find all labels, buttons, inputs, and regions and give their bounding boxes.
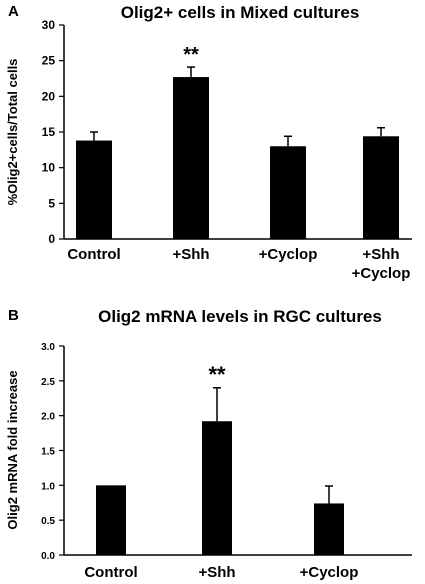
chart-a-category-labels: Control +Shh +Cyclop +Shh +Cyclop (67, 246, 410, 282)
bar (363, 136, 399, 239)
y-tick-label: 20 (42, 89, 56, 103)
y-tick-label: 2.0 (41, 412, 55, 423)
y-tick-label: 25 (42, 54, 56, 68)
y-tick-label: 15 (42, 125, 56, 139)
category-label: +Cyclop (300, 564, 359, 581)
y-tick-label: 0.5 (41, 516, 55, 527)
y-tick-label: 0 (48, 232, 55, 246)
chart-a-y-ticks: 0 5 10 15 20 25 30 (42, 18, 64, 246)
y-tick-label: 1.0 (41, 481, 55, 492)
significance-annotation: ** (183, 44, 199, 66)
chart-a-title: Olig2+ cells in Mixed cultures (121, 3, 360, 22)
y-tick-label: 2.5 (41, 377, 55, 388)
chart-b-bars (96, 421, 344, 555)
category-label: +Shh (198, 564, 235, 581)
chart-a-error-bars (90, 66, 385, 147)
y-tick-label: 10 (42, 161, 56, 175)
chart-b-title: Olig2 mRNA levels in RGC cultures (98, 307, 382, 326)
chart-a-bars (76, 77, 399, 239)
category-label: +Shh (172, 246, 209, 263)
bar (76, 140, 112, 239)
panel-label-b: B (8, 307, 19, 324)
chart-b-category-labels: Control +Shh +Cyclop (84, 564, 358, 581)
chart-a-annotations: ** (183, 44, 199, 66)
significance-annotation: ** (208, 362, 226, 387)
chart-a: A Olig2+ cells in Mixed cultures %Olig2+… (5, 3, 412, 282)
y-tick-label: 30 (42, 18, 56, 32)
panel-label-a: A (8, 3, 19, 20)
bar (202, 421, 232, 555)
category-label: +Cyclop (352, 265, 411, 282)
chart-b-y-ticks: 0.0 0.5 1.0 1.5 2.0 2.5 3.0 (41, 342, 64, 562)
chart-a-y-axis-label: %Olig2+cells/Total cells (5, 59, 20, 206)
category-label: +Cyclop (259, 246, 318, 263)
bar (173, 77, 209, 239)
chart-b: B Olig2 mRNA levels in RGC cultures Olig… (5, 307, 412, 581)
y-tick-label: 3.0 (41, 342, 55, 353)
bar (96, 485, 126, 555)
category-label: Control (67, 246, 120, 263)
category-label: +Shh (362, 246, 399, 263)
chart-b-error-bars (213, 387, 333, 504)
y-tick-label: 1.5 (41, 447, 55, 458)
bar (314, 503, 344, 555)
y-tick-label: 5 (48, 196, 55, 210)
y-tick-label: 0.0 (41, 551, 55, 562)
chart-b-y-axis-label: Olig2 mRNA fold increase (5, 370, 20, 529)
chart-b-annotations: ** (208, 362, 226, 387)
bar (270, 146, 306, 239)
category-label: Control (84, 564, 137, 581)
